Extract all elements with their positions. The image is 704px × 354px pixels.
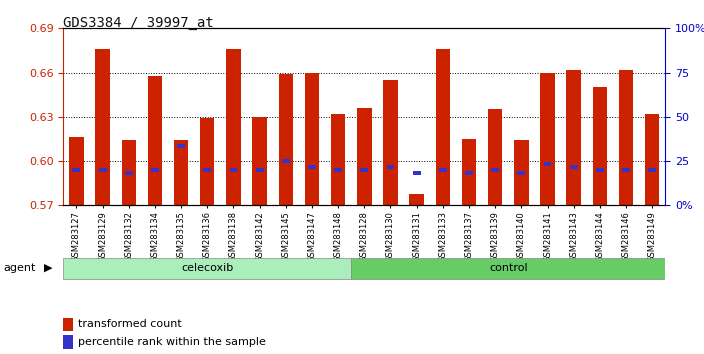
Bar [69,137,84,205]
Bar [543,162,551,166]
Bar [63,318,73,331]
Bar [203,168,211,172]
Bar [226,49,241,205]
Text: agent: agent [4,263,36,273]
Bar [383,80,398,205]
Bar [570,165,578,169]
Bar [253,117,267,205]
Bar [279,74,293,205]
Bar [645,114,660,205]
Bar [282,159,290,163]
Bar [177,144,185,148]
Bar [622,168,630,172]
Bar [360,168,368,172]
Bar [491,168,499,172]
Bar [99,168,106,172]
Bar [331,114,346,205]
FancyBboxPatch shape [63,258,351,279]
Bar [517,171,525,175]
Text: transformed count: transformed count [78,319,182,329]
Bar [413,171,420,175]
Bar [386,165,394,169]
Bar [596,168,604,172]
Bar [567,70,581,205]
Bar [436,49,450,205]
Bar [334,168,342,172]
Text: ▶: ▶ [44,263,52,273]
Bar [410,194,424,205]
Bar [73,168,80,172]
Bar [151,168,159,172]
Bar [174,141,189,205]
Text: control: control [489,263,527,273]
Text: GDS3384 / 39997_at: GDS3384 / 39997_at [63,16,214,30]
Bar [148,75,162,205]
FancyBboxPatch shape [351,258,665,279]
Bar [125,171,133,175]
Text: percentile rank within the sample: percentile rank within the sample [78,337,266,347]
Bar [200,118,215,205]
Bar [462,139,476,205]
Bar [593,87,607,205]
Bar [230,168,237,172]
Text: celecoxib: celecoxib [181,263,234,273]
Bar [96,49,110,205]
Bar [305,73,319,205]
Bar [122,141,136,205]
Bar [619,70,633,205]
Bar [439,168,447,172]
Bar [308,165,316,169]
Bar [514,141,529,205]
Bar [540,73,555,205]
Bar [465,171,473,175]
Bar [357,108,372,205]
Bar [256,168,263,172]
Bar [648,168,656,172]
Bar [63,335,73,349]
Bar [488,109,503,205]
